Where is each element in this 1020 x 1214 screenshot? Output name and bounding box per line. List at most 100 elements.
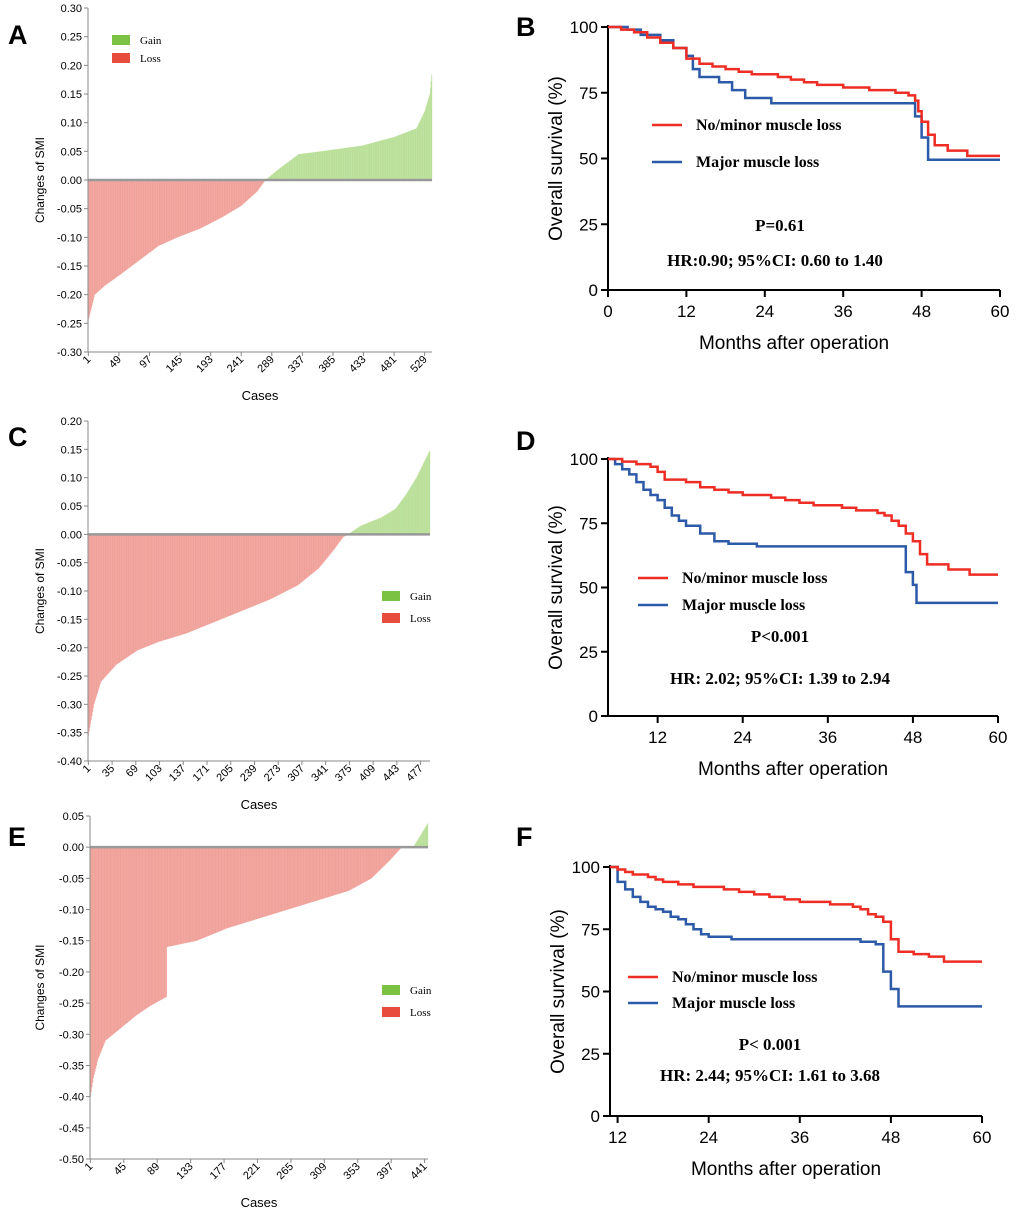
bar: [196, 180, 198, 230]
bar: [231, 180, 233, 212]
bar: [335, 149, 336, 180]
bar: [151, 180, 152, 252]
bar: [133, 180, 135, 265]
bar: [327, 847, 329, 898]
bar: [137, 180, 139, 262]
x-tick-label: 375: [333, 763, 354, 784]
bar: [142, 180, 143, 258]
bar: [206, 534, 208, 625]
bar: [125, 847, 127, 1024]
bar: [163, 534, 165, 641]
bar: [376, 519, 378, 535]
bar: [165, 847, 167, 997]
panel-label: C: [8, 422, 28, 452]
bar: [168, 180, 170, 242]
bar: [312, 152, 314, 180]
bar: [197, 847, 199, 941]
bar: [230, 180, 231, 213]
bar: [145, 534, 147, 647]
bar: [182, 180, 184, 236]
bar: [149, 180, 150, 253]
bar: [192, 534, 194, 631]
bar: [150, 180, 152, 252]
bar: [194, 847, 195, 942]
bar: [283, 534, 285, 593]
bar: [132, 534, 134, 654]
bar: [220, 534, 222, 620]
bar: [225, 534, 227, 618]
bar: [244, 847, 246, 923]
bar: [279, 847, 281, 912]
bar: [172, 534, 174, 638]
bar: [328, 534, 330, 556]
bar: [273, 847, 275, 914]
bar: [300, 534, 302, 583]
bar: [99, 180, 101, 291]
bar: [107, 180, 108, 284]
bar: [428, 98, 429, 180]
bar: [370, 847, 372, 879]
bar: [337, 534, 339, 545]
bar: [343, 148, 345, 180]
bar: [223, 180, 224, 217]
bar: [274, 172, 275, 180]
bar: [139, 180, 141, 260]
bar: [375, 141, 377, 180]
bar: [389, 512, 391, 535]
bar: [163, 180, 164, 244]
bar: [316, 151, 317, 180]
bar: [414, 128, 416, 180]
legend-label-loss: Loss: [410, 1007, 431, 1019]
bar: [380, 847, 382, 869]
bar: [157, 534, 158, 643]
bar: [234, 847, 236, 926]
bar: [249, 180, 251, 198]
bar: [249, 847, 251, 922]
bar: [427, 823, 429, 848]
x-axis-label: Cases: [242, 388, 279, 403]
bar: [416, 477, 417, 535]
bar: [229, 847, 230, 928]
bar: [317, 151, 319, 180]
bar: [233, 847, 235, 927]
bar: [424, 109, 426, 180]
bar: [310, 534, 312, 575]
bar: [400, 134, 402, 180]
bar: [176, 180, 178, 238]
bar: [355, 146, 357, 180]
bar: [322, 534, 324, 564]
bar: [112, 180, 114, 280]
bar: [390, 847, 391, 860]
bar: [303, 153, 305, 180]
bar: [358, 146, 360, 180]
panel-c: C 0.200.150.100.050.00-0.05-0.10-0.15-0.2…: [8, 416, 432, 812]
bar: [352, 146, 354, 180]
bar: [247, 847, 249, 922]
bar: [410, 486, 412, 535]
bar: [359, 526, 361, 535]
bar: [151, 847, 153, 1005]
bar: [395, 847, 397, 854]
bar: [319, 847, 321, 900]
bar: [418, 473, 419, 535]
bar: [154, 180, 156, 249]
bar: [118, 534, 119, 664]
bar: [275, 534, 277, 597]
bar: [180, 847, 182, 945]
bar: [209, 180, 211, 224]
bar: [293, 847, 295, 908]
bar: [403, 133, 405, 180]
bar: [212, 180, 214, 222]
bar: [315, 534, 317, 571]
bar: [254, 534, 256, 606]
bar: [242, 180, 244, 205]
bar: [352, 847, 353, 889]
bar: [176, 847, 178, 945]
bar: [218, 847, 220, 932]
curve-no-minor-muscle-loss: [610, 865, 982, 963]
curve-no-minor-muscle-loss: [608, 25, 1000, 158]
bar: [292, 534, 294, 588]
bar: [220, 847, 222, 931]
bar: [424, 460, 426, 535]
bar: [175, 534, 177, 637]
